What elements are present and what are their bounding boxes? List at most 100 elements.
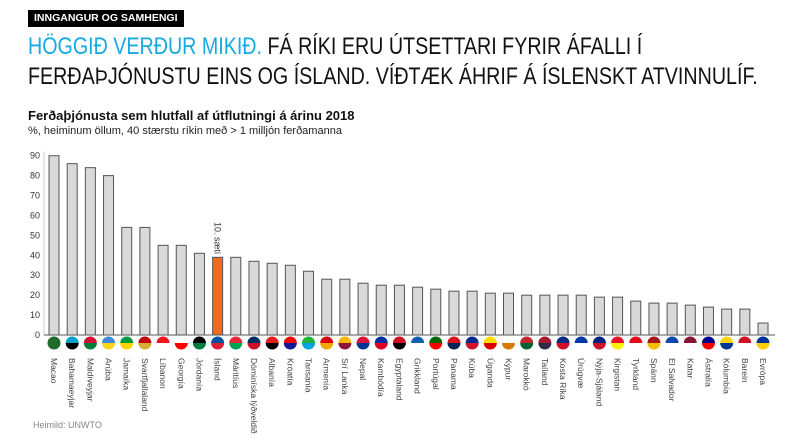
category-label: Kúba xyxy=(467,358,477,378)
chart-subtitle: %, heiminum öllum, 40 stærstu ríkin með … xyxy=(28,125,342,137)
category-label: Marokkó xyxy=(522,358,532,391)
bar xyxy=(393,284,405,336)
category-label: Líbanon xyxy=(158,358,168,389)
category-label: Srí Lanka xyxy=(340,358,350,395)
category-label: Georgía xyxy=(176,358,186,389)
category-label: Panama xyxy=(449,358,459,390)
category-label: Jórdanía xyxy=(194,358,204,391)
flag-icon xyxy=(738,336,752,350)
category-label: Maldíveyjar xyxy=(85,358,95,402)
headline-accent: HÖGGIÐ VERÐUR MIKIÐ. xyxy=(28,33,262,60)
y-tick-label: 50 xyxy=(30,230,40,240)
y-tick-label: 90 xyxy=(30,151,40,161)
bar xyxy=(702,306,714,336)
flag-icon xyxy=(320,336,334,350)
bar xyxy=(430,288,442,336)
bar xyxy=(66,163,78,336)
bar xyxy=(303,270,315,336)
category-label: Kambódía xyxy=(376,358,386,397)
category-label: Úganda xyxy=(485,358,495,388)
flag-icon xyxy=(283,336,297,350)
bar xyxy=(84,167,96,336)
flag-icon xyxy=(120,336,134,350)
category-label: Kólumbía xyxy=(722,358,732,394)
bar xyxy=(375,284,387,336)
category-label: Ísland xyxy=(213,358,223,381)
category-label: Albanía xyxy=(267,358,277,387)
bar xyxy=(539,294,551,336)
flag-icon xyxy=(192,336,206,350)
flag-icon xyxy=(574,336,588,350)
flag-icon xyxy=(502,336,515,350)
bar xyxy=(284,264,296,336)
rank-annotation: 10. sæti xyxy=(213,222,223,254)
category-label: Evrópa xyxy=(758,358,768,385)
y-tick-label: 20 xyxy=(30,290,40,300)
chart-title: Ferðaþjónusta sem hlutfall af útflutning… xyxy=(28,108,355,123)
bar xyxy=(648,302,660,336)
bar xyxy=(48,155,60,336)
y-tick-label: 80 xyxy=(30,171,40,181)
flag-icon xyxy=(447,336,461,350)
category-label: Kirgistan xyxy=(613,358,623,391)
flag-icon xyxy=(356,336,370,350)
category-label: Arúba xyxy=(104,358,114,381)
category-label: Spánn xyxy=(649,358,659,383)
bar xyxy=(357,282,369,336)
bar xyxy=(757,322,769,336)
flag-icon xyxy=(65,336,79,350)
flag-icon xyxy=(411,336,425,350)
flag-icon xyxy=(720,336,734,350)
category-label: Kosta Ríka xyxy=(558,358,568,400)
flag-icon xyxy=(338,336,352,350)
category-label: Grikkland xyxy=(413,358,423,394)
flag-icon xyxy=(483,336,497,350)
flag-icon xyxy=(302,336,316,350)
bar xyxy=(212,256,224,336)
flag-icon xyxy=(556,336,570,350)
bar xyxy=(666,302,678,336)
flag-icon xyxy=(138,336,152,350)
bar xyxy=(121,226,133,336)
y-tick-label: 0 xyxy=(35,330,40,340)
bar xyxy=(630,300,642,336)
category-label: Dóminíska lýðveldið xyxy=(249,358,259,434)
flag-icon xyxy=(156,336,170,350)
flag-icon xyxy=(229,336,243,350)
flag-icon xyxy=(683,336,697,350)
bar xyxy=(266,262,278,336)
category-label: Máritíus xyxy=(231,358,241,388)
flag-icon xyxy=(429,336,443,350)
category-label: Armenía xyxy=(322,358,332,390)
category-label: Nýja-Sjáland xyxy=(594,358,604,406)
bar xyxy=(466,290,478,336)
flag-icon xyxy=(520,336,534,350)
flag-icon xyxy=(465,336,479,350)
headline-line2: FERÐAÞJÓNUSTU EINS OG ÍSLAND. VÍÐTÆK ÁHR… xyxy=(28,63,758,90)
headline-line1: FÁ RÍKI ERU ÚTSETTARI FYRIR ÁFALLI Í xyxy=(261,33,643,60)
flag-icon xyxy=(756,336,770,350)
category-label: Tansanía xyxy=(304,358,314,393)
flag-icon xyxy=(211,336,225,350)
bar xyxy=(684,304,696,336)
flag-icon xyxy=(701,336,715,350)
flag-icon xyxy=(611,336,625,350)
bar xyxy=(339,278,351,336)
category-label: El Salvador xyxy=(667,358,677,402)
category-label: Jamaíka xyxy=(122,358,132,390)
category-label: Svartfjallaland xyxy=(140,358,150,412)
category-label: Egyptaland xyxy=(394,358,404,401)
bar xyxy=(193,252,205,336)
bar xyxy=(321,278,333,336)
category-label: Taíland xyxy=(540,358,550,386)
category-label: Nepal xyxy=(358,358,368,380)
category-label: Bahamaeyjar xyxy=(67,358,77,408)
bar xyxy=(593,296,605,336)
y-tick-label: 70 xyxy=(30,191,40,201)
category-label: Kýpur xyxy=(504,358,514,380)
flag-icon xyxy=(629,336,643,350)
y-tick-label: 40 xyxy=(30,250,40,260)
flag-icon xyxy=(174,336,188,350)
bar xyxy=(103,175,115,336)
